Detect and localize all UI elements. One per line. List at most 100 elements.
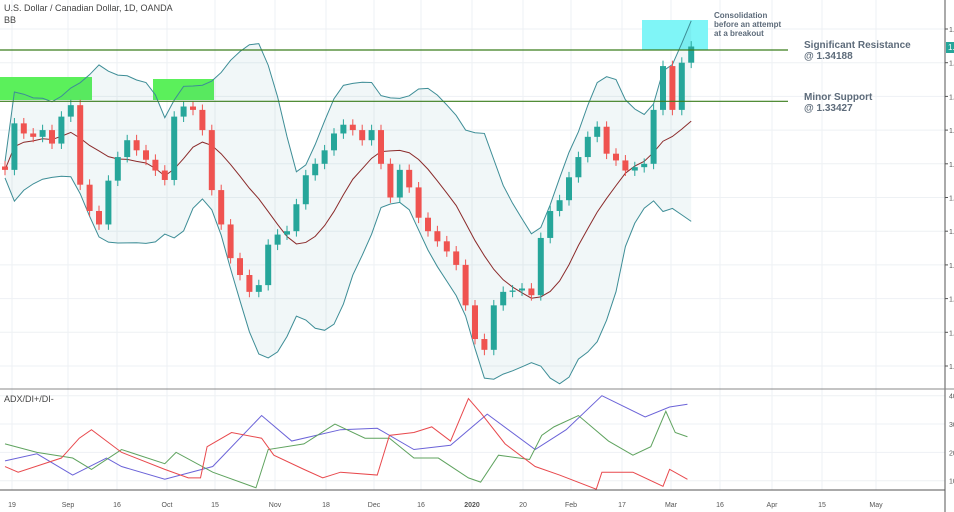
- candle-body: [143, 150, 149, 160]
- support-label: Minor Support: [804, 92, 873, 103]
- candle-body: [171, 116, 178, 180]
- support-value: @ 1.33427: [804, 103, 853, 114]
- time-tick-label: Feb: [565, 502, 577, 509]
- candle-body: [302, 175, 309, 205]
- candle-body: [378, 130, 384, 164]
- support-zone-box: [153, 79, 214, 100]
- price-tick-label: 1.31500: [949, 229, 954, 236]
- candle-body: [180, 106, 187, 117]
- candle-body: [265, 244, 272, 286]
- price-tick-label: 1.32500: [949, 162, 954, 169]
- time-tick-label: 15: [818, 502, 826, 509]
- price-tick-label: 1.31000: [949, 263, 954, 270]
- consolidation-box: [642, 20, 708, 50]
- price-tick-label: 1.30500: [949, 297, 954, 304]
- time-tick-label: 19: [8, 502, 16, 509]
- time-tick-label: Apr: [767, 502, 779, 509]
- candle-body: [678, 62, 685, 110]
- candle-body: [152, 159, 159, 171]
- note-line: before an attempt: [714, 20, 782, 29]
- candle-body: [500, 291, 507, 306]
- candle-body: [453, 251, 460, 265]
- candle-body: [519, 288, 525, 291]
- candle-body: [415, 187, 422, 218]
- price-tick-label: 1.32000: [949, 196, 954, 203]
- resistance-value: @ 1.34188: [804, 51, 853, 62]
- candle-body: [39, 130, 46, 137]
- candle-body: [613, 153, 619, 161]
- time-tick-label: 20: [519, 502, 527, 509]
- candle-body: [208, 130, 215, 191]
- bollinger-upper-band: [4, 20, 692, 235]
- time-tick-label: 18: [322, 502, 330, 509]
- symbol-title[interactable]: U.S. Dollar / Canadian Dollar, 1D, OANDA: [4, 3, 173, 13]
- candle-body: [190, 106, 196, 110]
- indicator-legend-bb[interactable]: BB: [4, 15, 17, 25]
- candle-body: [509, 290, 516, 292]
- time-tick-label: 2020: [464, 502, 480, 509]
- candle-body: [368, 130, 375, 141]
- candle-body: [434, 231, 441, 242]
- candle-body: [11, 123, 18, 170]
- note-line: Consolidation: [714, 11, 768, 20]
- candle-body: [227, 224, 234, 259]
- candle-body: [547, 210, 554, 238]
- candle-body: [481, 339, 488, 350]
- candle-body: [67, 105, 74, 117]
- candle-body: [293, 204, 300, 232]
- candle-body: [331, 133, 337, 151]
- price-tick-label: 1.34000: [949, 61, 954, 68]
- candle-body: [396, 169, 403, 198]
- price-tick-label: 1.29500: [949, 364, 954, 371]
- candle-body: [566, 177, 572, 201]
- candle-body: [490, 305, 497, 350]
- candle-body: [312, 163, 319, 176]
- time-tick-label: 16: [716, 502, 724, 509]
- candle-body: [660, 66, 666, 110]
- candle-body: [650, 109, 657, 164]
- adx-line: [4, 395, 688, 480]
- di_minus-line: [4, 397, 688, 490]
- candle-body: [594, 126, 601, 137]
- price-tick-label: 1.30000: [949, 330, 954, 337]
- candle-body: [58, 116, 65, 144]
- candle-body: [603, 126, 610, 154]
- candle-body: [2, 166, 8, 170]
- candle-body: [462, 264, 469, 306]
- candle-body: [340, 124, 347, 134]
- adx-tick-label: 10.00000: [949, 479, 954, 486]
- candle-body: [528, 288, 535, 296]
- candle-body: [406, 169, 413, 188]
- candle-body: [30, 133, 37, 137]
- candle-body: [688, 46, 695, 63]
- candle-body: [199, 109, 206, 131]
- price-tick-label: 1.33000: [949, 128, 954, 135]
- di_plus-line: [4, 410, 688, 489]
- candle-body: [86, 184, 93, 211]
- candle-body: [20, 123, 27, 134]
- candle-body: [284, 231, 290, 235]
- candle-body: [425, 217, 431, 232]
- candle-body: [537, 237, 544, 296]
- time-tick-label: 16: [113, 502, 121, 509]
- candle-body: [641, 163, 648, 168]
- adx-tick-label: 20.00000: [949, 450, 954, 457]
- consolidation-note: Consolidation before an attempt at a bre…: [714, 11, 781, 38]
- candle-body: [105, 180, 112, 225]
- indicator-legend-adx[interactable]: ADX/DI+/DI-: [4, 394, 54, 404]
- adx-tick-label: 30.00000: [949, 422, 954, 429]
- candle-body: [349, 124, 356, 131]
- support-note: Minor Support @ 1.33427: [804, 92, 872, 114]
- resistance-note: Significant Resistance @ 1.34188: [804, 40, 911, 62]
- candle-body: [556, 200, 563, 211]
- candle-body: [237, 258, 243, 276]
- time-tick-label: May: [869, 502, 883, 509]
- candle-body: [669, 66, 676, 110]
- resistance-label: Significant Resistance: [804, 40, 911, 51]
- candle-body: [631, 167, 638, 171]
- candle-body: [443, 241, 450, 252]
- price-tick-label: 1.34500: [949, 27, 954, 34]
- candle-body: [359, 130, 366, 141]
- last-price-badge: 1.34236: [946, 42, 954, 53]
